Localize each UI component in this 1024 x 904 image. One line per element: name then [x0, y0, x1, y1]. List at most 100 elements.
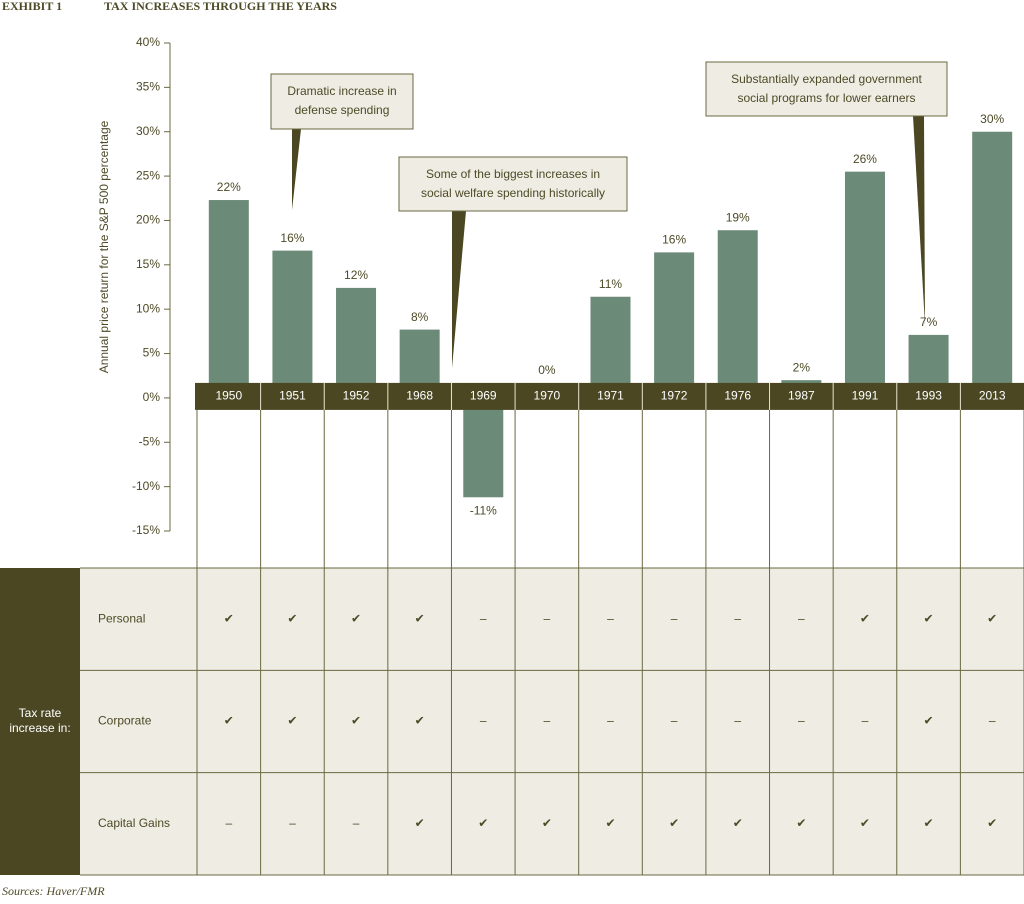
bar	[717, 230, 758, 398]
value-label: 19%	[726, 210, 750, 224]
bar	[972, 131, 1013, 398]
x-tick-label: 1987	[788, 389, 815, 403]
value-label: 12%	[344, 268, 368, 282]
value-label: 26%	[853, 152, 877, 166]
y-tick-label: -15%	[132, 523, 160, 537]
table-group-label: Tax rate	[19, 706, 62, 720]
bar	[654, 252, 695, 398]
callout-pointer	[292, 129, 301, 210]
table-cell: –	[734, 714, 741, 728]
y-tick-label: 5%	[143, 346, 161, 360]
table-cell: –	[607, 714, 614, 728]
x-tick-label: 1971	[597, 389, 624, 403]
table-cell: ✔	[415, 714, 425, 728]
table-cell: ✔	[224, 611, 234, 625]
callout-text: Dramatic increase in	[287, 84, 396, 98]
table-cell: –	[289, 816, 296, 830]
callout-box	[398, 156, 628, 212]
table-cell: ✔	[924, 714, 934, 728]
table-cell: ✔	[287, 714, 297, 728]
x-tick-label: 1950	[215, 389, 242, 403]
value-label: 2%	[793, 360, 811, 374]
bar	[590, 296, 631, 398]
table-cell: ✔	[669, 816, 679, 830]
callout-box	[270, 73, 414, 130]
x-tick-label: 1952	[343, 389, 370, 403]
y-tick-label: 25%	[136, 168, 160, 182]
x-tick-label: 1991	[852, 389, 879, 403]
value-label: 22%	[217, 180, 241, 194]
table-cell: ✔	[415, 816, 425, 830]
table-cell: ✔	[924, 611, 934, 625]
exhibit-label: EXHIBIT 1	[2, 0, 62, 13]
callout-box	[705, 61, 948, 117]
table-cell: –	[798, 611, 805, 625]
x-tick-label: 1993	[915, 389, 942, 403]
table-cell: –	[989, 714, 996, 728]
value-label: -11%	[470, 503, 497, 517]
table-cell: ✔	[733, 816, 743, 830]
x-tick-label: 1976	[724, 389, 751, 403]
table-row-label: Capital Gains	[98, 816, 170, 830]
bar	[272, 250, 313, 398]
y-axis-label: Annual price return for the S&P 500 perc…	[97, 120, 111, 373]
x-tick-label: 1969	[470, 389, 497, 403]
value-label: 7%	[920, 315, 938, 329]
y-tick-label: 35%	[136, 80, 160, 94]
table-cell: –	[862, 714, 869, 728]
table-cell: –	[225, 816, 232, 830]
x-tick-label: 1972	[661, 389, 688, 403]
table-cell: –	[353, 816, 360, 830]
table-cell: ✔	[860, 816, 870, 830]
table-cell: ✔	[351, 611, 361, 625]
x-tick-label: 1970	[534, 389, 561, 403]
table-cell: –	[480, 714, 487, 728]
callout-text: Substantially expanded government	[731, 72, 922, 86]
table-cell: –	[798, 714, 805, 728]
bar	[208, 200, 249, 398]
table-cell: ✔	[224, 714, 234, 728]
table-cell: ✔	[924, 816, 934, 830]
table-group-label: increase in:	[9, 721, 70, 735]
table-cell: ✔	[987, 816, 997, 830]
value-label: 16%	[662, 233, 686, 247]
table-cell: –	[671, 611, 678, 625]
table-cell: –	[544, 714, 551, 728]
category-band	[195, 382, 1024, 410]
table-cell: –	[734, 611, 741, 625]
table-group-cell	[0, 568, 80, 875]
table-cell: ✔	[478, 816, 488, 830]
value-label: 8%	[411, 310, 429, 324]
value-label: 16%	[280, 231, 304, 245]
x-tick-label: 1951	[279, 389, 306, 403]
table-row-label: Personal	[98, 611, 145, 625]
table-cell: –	[544, 611, 551, 625]
y-tick-label: -10%	[132, 479, 160, 493]
callout-text: social welfare spending historically	[421, 186, 605, 200]
table-cell: ✔	[542, 816, 552, 830]
bar	[336, 287, 377, 398]
y-tick-label: 0%	[143, 390, 161, 404]
table-cell: ✔	[351, 714, 361, 728]
table-cell: ✔	[605, 816, 615, 830]
value-label: 11%	[599, 277, 622, 291]
x-tick-label: 2013	[979, 389, 1006, 403]
value-label: 0%	[538, 363, 556, 377]
value-label: 30%	[980, 112, 1004, 126]
table-cell: –	[671, 714, 678, 728]
bar	[463, 397, 504, 498]
y-tick-label: 20%	[136, 213, 160, 227]
y-tick-label: 15%	[136, 257, 160, 271]
table-cell: –	[480, 611, 487, 625]
table-body	[80, 568, 1024, 875]
table-cell: ✔	[987, 611, 997, 625]
table-cell: ✔	[796, 816, 806, 830]
table-row-label: Corporate	[98, 714, 152, 728]
table-cell: –	[607, 611, 614, 625]
x-tick-label: 1968	[406, 389, 433, 403]
callout-text: social programs for lower earners	[737, 91, 915, 105]
source: Sources: Haver/FMR	[2, 884, 105, 898]
table-cell: ✔	[415, 611, 425, 625]
y-tick-label: 30%	[136, 124, 160, 138]
